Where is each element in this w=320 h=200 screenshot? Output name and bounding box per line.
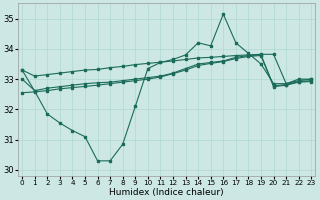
- X-axis label: Humidex (Indice chaleur): Humidex (Indice chaleur): [109, 188, 224, 197]
